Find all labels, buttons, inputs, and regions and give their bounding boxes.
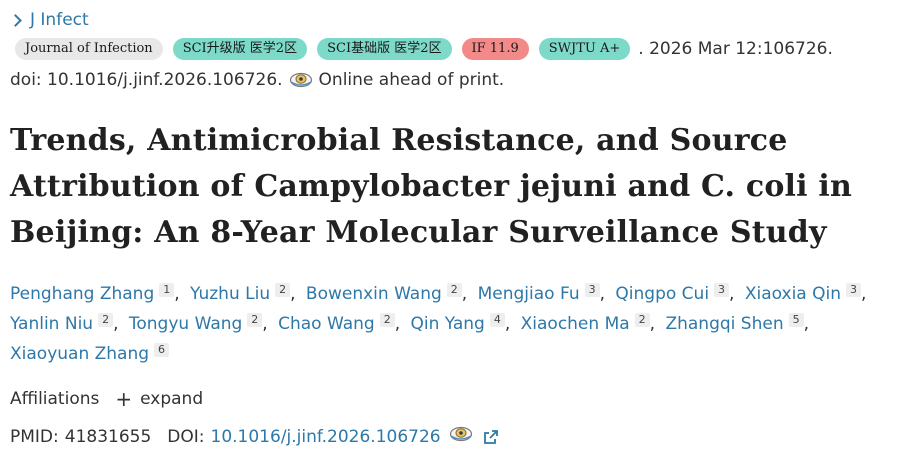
author-separator: , xyxy=(504,314,511,334)
author-separator: , xyxy=(729,284,735,304)
chevron-right-icon xyxy=(9,13,22,27)
author-name[interactable]: Yuzhu Liu xyxy=(190,284,271,304)
author-separator: , xyxy=(394,314,401,334)
affiliation-number[interactable]: 2 xyxy=(379,313,395,327)
author-separator: , xyxy=(649,314,656,334)
affiliations-toggle[interactable]: Affiliations + expand xyxy=(10,386,203,412)
badge-sci-upgrade[interactable]: SCI升级版 医学2区 xyxy=(172,38,308,60)
author-name[interactable]: Tongyu Wang xyxy=(128,314,243,334)
badge-swjtu[interactable]: SWJTU A+ xyxy=(538,38,631,60)
journal-badges: Journal of Infection SCI升级版 医学2区 SCI基础版 … xyxy=(15,37,833,61)
doi-link[interactable]: 10.1016/j.jinf.2026.106726 xyxy=(210,427,441,447)
author-separator: , xyxy=(290,284,296,304)
author-separator: , xyxy=(113,314,119,334)
author-name[interactable]: Qingpo Cui xyxy=(615,284,710,304)
affiliation-number[interactable]: 3 xyxy=(714,283,730,297)
affiliation-number[interactable]: 2 xyxy=(446,283,462,297)
author: Qingpo Cui 3 xyxy=(615,283,730,304)
external-link-icon[interactable] xyxy=(483,429,499,445)
author: Bowenxin Wang 2 xyxy=(305,283,462,304)
author: Xiaochen Ma 2 xyxy=(520,313,650,334)
citation-doi-line: doi: 10.1016/j.jinf.2026.106726. Online … xyxy=(10,67,504,93)
author-separator: , xyxy=(861,284,867,304)
pmid-label: PMID: xyxy=(10,427,59,447)
author-separator: , xyxy=(461,284,468,304)
affiliation-number[interactable]: 5 xyxy=(788,313,804,327)
author: Chao Wang 2 xyxy=(278,313,395,334)
author-name[interactable]: Chao Wang xyxy=(278,314,375,334)
author: Yanlin Niu 2 xyxy=(10,313,114,334)
affiliations-label: Affiliations xyxy=(10,389,100,409)
author-name[interactable]: Xiaoxia Qin xyxy=(744,284,842,304)
affiliation-number[interactable]: 3 xyxy=(846,283,862,297)
author-name[interactable]: Mengjiao Fu xyxy=(477,284,580,304)
author-name[interactable]: Qin Yang xyxy=(410,314,485,334)
pmid-value: 41831655 xyxy=(64,427,152,447)
citation-date: . 2026 Mar 12:106726. xyxy=(638,39,833,59)
author-name[interactable]: Zhangqi Shen xyxy=(665,314,784,334)
affiliation-number[interactable]: 2 xyxy=(98,313,114,327)
badge-impact-factor[interactable]: IF 11.9 xyxy=(461,38,529,60)
article-identifiers: PMID: 41831655 DOI: 10.1016/j.jinf.2026.… xyxy=(10,424,499,450)
author: Mengjiao Fu 3 xyxy=(477,283,600,304)
author-list: Penghang Zhang 1, Yuzhu Liu 2, Bowenxin Wa… xyxy=(10,279,890,369)
author-separator: , xyxy=(599,284,605,304)
author: Yuzhu Liu 2 xyxy=(190,283,291,304)
author-name[interactable]: Xiaochen Ma xyxy=(520,314,630,334)
publication-status: Online ahead of print. xyxy=(318,70,505,90)
plus-icon[interactable]: + xyxy=(115,387,133,411)
author-separator: , xyxy=(803,314,809,334)
citation-doi: doi: 10.1016/j.jinf.2026.106726. xyxy=(10,70,283,90)
author: Qin Yang 4 xyxy=(410,313,505,334)
badge-journal-name[interactable]: Journal of Infection xyxy=(15,38,163,60)
eye-icon[interactable] xyxy=(289,72,313,88)
author-name[interactable]: Bowenxin Wang xyxy=(305,284,442,304)
affiliation-number[interactable]: 2 xyxy=(275,283,291,297)
article-title: Trends, Antimicrobial Resistance, and So… xyxy=(10,123,852,250)
journal-link[interactable]: J Infect xyxy=(9,8,89,32)
doi-label: DOI: xyxy=(167,427,205,447)
affiliation-number[interactable]: 1 xyxy=(159,283,175,297)
affiliation-number[interactable]: 3 xyxy=(584,283,600,297)
affiliation-number[interactable]: 2 xyxy=(634,313,650,327)
affiliation-number[interactable]: 2 xyxy=(247,313,263,327)
author: Xiaoyuan Zhang 6 xyxy=(10,343,170,364)
author-separator: , xyxy=(262,314,268,334)
affiliation-number[interactable]: 6 xyxy=(154,343,170,357)
badge-sci-basic[interactable]: SCI基础版 医学2区 xyxy=(317,38,452,60)
author-separator: , xyxy=(174,284,180,304)
journal-link-label[interactable]: J Infect xyxy=(30,10,89,30)
affiliation-number[interactable]: 4 xyxy=(489,313,505,327)
expand-label[interactable]: expand xyxy=(140,389,204,409)
author-name[interactable]: Yanlin Niu xyxy=(10,314,94,334)
author: Penghang Zhang 1 xyxy=(10,283,175,304)
author-name[interactable]: Xiaoyuan Zhang xyxy=(10,344,150,364)
author: Zhangqi Shen 5 xyxy=(665,313,804,334)
author-name[interactable]: Penghang Zhang xyxy=(10,284,155,304)
author: Tongyu Wang 2 xyxy=(128,313,263,334)
author: Xiaoxia Qin 3 xyxy=(744,283,862,304)
eye-icon[interactable] xyxy=(449,426,473,442)
